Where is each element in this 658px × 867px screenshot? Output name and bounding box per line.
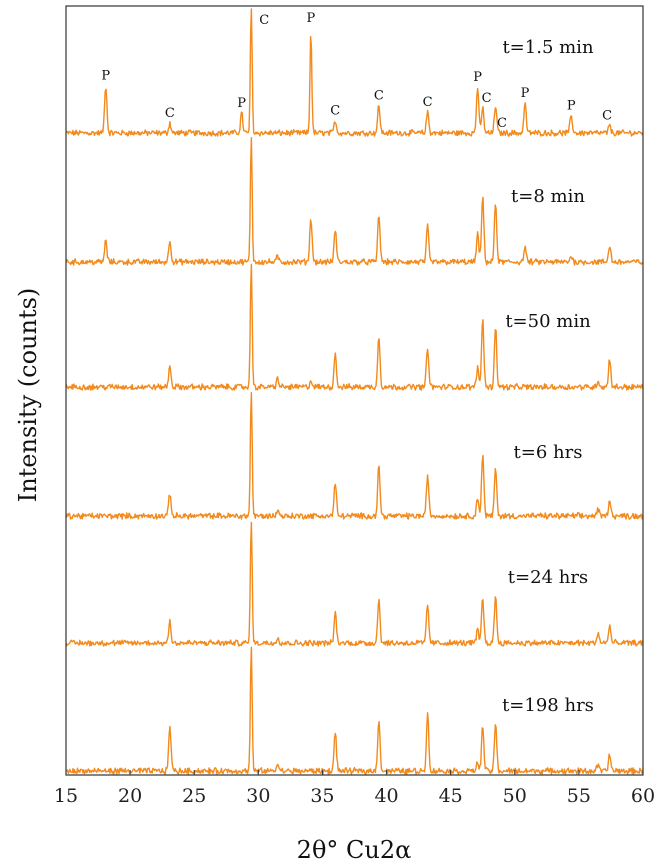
peak-label-p: P [567,99,576,114]
x-tick-label: 45 [439,785,463,807]
x-tick-label: 15 [54,785,78,807]
series-label: t=8 min [511,186,585,207]
peak-label-c: C [165,106,175,121]
series-label: t=50 min [505,311,591,332]
peak-label-p: P [473,70,482,85]
peak-label-c: C [602,109,612,124]
trace-group [65,8,644,775]
peak-label-p: P [521,86,530,101]
series-line [65,263,644,391]
x-tick-label: 50 [503,785,527,807]
series-line [65,521,644,647]
peak-label-p: P [237,96,246,111]
peak-label-c: C [497,116,507,131]
peak-label-c: C [374,89,384,104]
x-axis-ticks: 15 20 25 30 35 40 45 50 55 60 [54,770,655,807]
series-label: t=1.5 min [502,37,593,58]
x-tick-label: 30 [246,785,270,807]
x-tick-label: 25 [182,785,206,807]
peak-label-c: C [259,13,269,28]
x-tick-label: 20 [118,785,142,807]
peak-label-p: P [307,11,316,26]
peak-label-c: C [482,91,492,106]
x-tick-label: 60 [631,785,655,807]
series-label: t=24 hrs [508,567,588,588]
x-tick-label: 35 [310,785,334,807]
peak-label-c: C [423,95,433,110]
series-line [65,392,644,520]
peak-label-c: C [330,104,340,119]
peak-label-p: P [101,69,110,84]
series-label: t=6 hrs [514,442,583,463]
series-label: t=198 hrs [502,695,594,716]
plot-frame [65,5,644,776]
series-line [65,8,644,137]
x-tick-label: 40 [374,785,398,807]
series-line [65,646,644,775]
y-axis-title: Intensity (counts) [14,288,42,503]
x-axis-title: 2θ° Cu2α [297,836,412,864]
x-tick-label: 55 [567,785,591,807]
series-line [65,136,644,266]
